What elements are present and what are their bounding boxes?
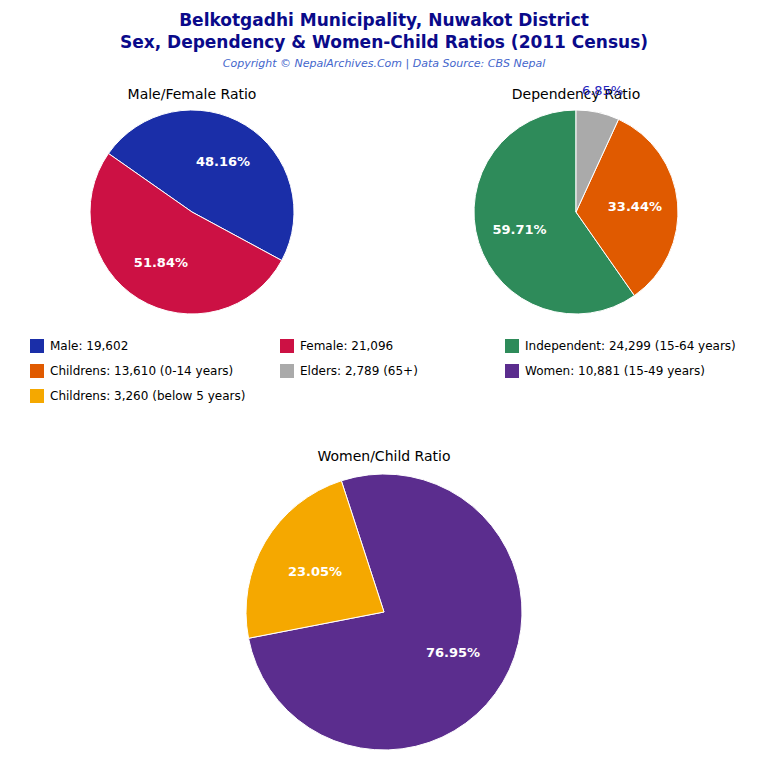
legend-label: Childrens: 3,260 (below 5 years) — [50, 389, 245, 403]
legend-swatch — [30, 389, 44, 403]
data-label: 76.95% — [426, 645, 480, 660]
legend-swatch — [505, 364, 519, 378]
legend-swatch — [280, 339, 294, 353]
data-labels: 76.95% 23.05% — [288, 564, 480, 660]
pie-slice — [576, 110, 619, 212]
figure-subtitle: Sex, Dependency & Women-Child Ratios (20… — [120, 32, 648, 52]
legend-label: Male: 19,602 — [50, 339, 128, 353]
pie-title: Male/Female Ratio — [128, 86, 257, 102]
data-label: 51.84% — [134, 255, 188, 270]
legend-label: Childrens: 13,610 (0-14 years) — [50, 364, 233, 378]
legend: Male: 19,602 Female: 21,096 Independent: 2… — [30, 339, 736, 403]
data-label: 48.16% — [196, 154, 250, 169]
pie-chart: Male/Female Ratio — [90, 86, 294, 314]
data-label: 23.05% — [288, 564, 342, 579]
legend-swatch — [30, 364, 44, 378]
chart-root: Belkotgadhi Municipality, Nuwakot Distri… — [0, 0, 768, 768]
pie-chart: Women/Child Ratio — [246, 448, 522, 750]
legend-label: Independent: 24,299 (15-64 years) — [525, 339, 736, 353]
legend-label: Female: 21,096 — [300, 339, 393, 353]
data-labels: 48.16% 51.84% — [134, 154, 250, 270]
data-labels: 59.71% 33.44% 6.85% — [492, 83, 662, 237]
legend-swatch — [505, 339, 519, 353]
data-label: 59.71% — [492, 222, 546, 237]
pie-slice — [90, 153, 282, 314]
pie-slice — [246, 481, 384, 639]
copyright-note: Copyright © NepalArchives.Com | Data Sou… — [223, 57, 545, 70]
pie-title: Women/Child Ratio — [317, 448, 450, 464]
pie-chart: Dependency Ratio — [474, 86, 678, 314]
data-label: 33.44% — [608, 199, 662, 214]
data-label: 6.85% — [582, 83, 623, 98]
legend-label: Women: 10,881 (15-49 years) — [525, 364, 705, 378]
figure-title: Belkotgadhi Municipality, Nuwakot Distri… — [179, 10, 589, 30]
legend-swatch — [30, 339, 44, 353]
legend-swatch — [280, 364, 294, 378]
legend-label: Elders: 2,789 (65+) — [300, 364, 418, 378]
